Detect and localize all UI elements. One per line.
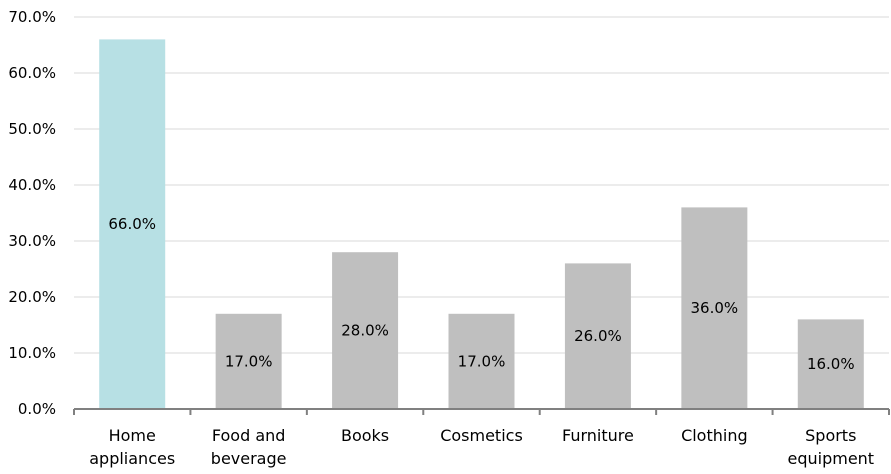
- x-axis-category-labels: Home appliances Food and beverage Books Cosme…: [89, 426, 874, 468]
- x-category-label: Clothing: [681, 426, 748, 445]
- data-label: 28.0%: [341, 322, 389, 340]
- bar: [99, 39, 166, 410]
- y-tick-label: 50.0%: [8, 120, 56, 138]
- data-label: 36.0%: [691, 299, 739, 317]
- x-category-label: Sports equipment: [787, 426, 874, 468]
- bar: [564, 263, 631, 409]
- y-tick-label: 10.0%: [8, 344, 56, 362]
- data-labels: 66.0% 17.0% 28.0% 17.0% 26.0% 36.0% 16.0%: [108, 215, 854, 373]
- x-category-label: Books: [341, 426, 389, 445]
- bar: [681, 207, 748, 409]
- bar: [332, 252, 399, 409]
- data-label: 16.0%: [807, 355, 855, 373]
- x-axis: [73, 408, 890, 415]
- bar: [797, 319, 864, 409]
- y-tick-label: 40.0%: [8, 176, 56, 194]
- y-axis-tick-labels: 0.0% 10.0% 20.0% 30.0% 40.0% 50.0% 60.0% 70.0%: [8, 8, 56, 418]
- data-label: 17.0%: [458, 352, 506, 370]
- y-tick-label: 0.0%: [18, 400, 56, 418]
- x-category-label: Cosmetics: [440, 426, 523, 445]
- x-category-label: Furniture: [562, 426, 634, 445]
- y-tick-label: 70.0%: [8, 8, 56, 26]
- y-tick-label: 30.0%: [8, 232, 56, 250]
- bars: [99, 39, 864, 410]
- bar: [215, 313, 282, 409]
- data-label: 26.0%: [574, 327, 622, 345]
- grid-lines: [74, 16, 889, 354]
- bar: [448, 313, 515, 409]
- data-label: 66.0%: [108, 215, 156, 233]
- x-category-label: Food and beverage: [211, 426, 287, 468]
- y-tick-label: 60.0%: [8, 64, 56, 82]
- x-category-label: Home appliances: [89, 426, 175, 468]
- y-tick-label: 20.0%: [8, 288, 56, 306]
- data-label: 17.0%: [225, 352, 273, 370]
